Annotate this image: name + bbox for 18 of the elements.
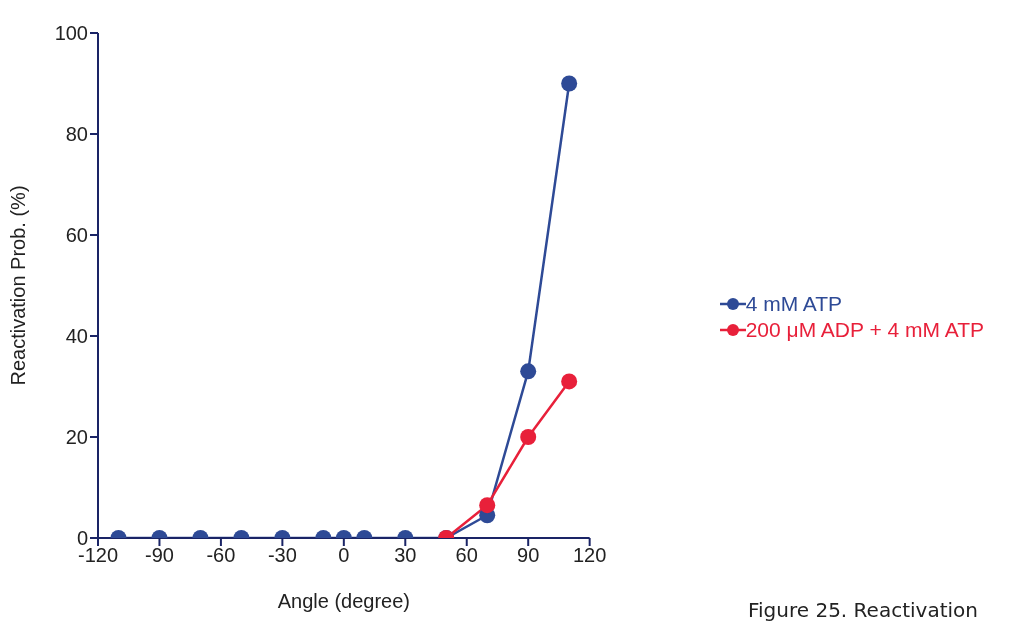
y-tick-label: 40: [65, 325, 88, 348]
x-tick-label: -90: [145, 544, 174, 567]
legend-label: 4 mM ATP: [745, 292, 843, 316]
x-tick-label: -60: [206, 544, 236, 567]
y-tick-label: 60: [65, 224, 88, 247]
caption: Figure 25. Reactivation: [748, 598, 978, 622]
y-tick-label: 100: [54, 22, 88, 45]
x-tick-label: 0: [338, 544, 350, 567]
x-tick-label: 120: [572, 544, 607, 567]
x-tick-label: -30: [267, 544, 297, 567]
y-tick-label: 80: [65, 123, 88, 146]
x-tick-label: 90: [517, 544, 540, 567]
x-axis-title: Angle (degree): [277, 590, 410, 612]
x-tick-label: 30: [394, 544, 417, 567]
legend-label: 200 μM ADP + 4 mM ATP: [745, 318, 984, 342]
y-axis-title: Reactivation Prob. (%): [7, 185, 30, 386]
x-tick-label: 60: [455, 544, 478, 567]
y-tick-label: 20: [65, 426, 88, 449]
